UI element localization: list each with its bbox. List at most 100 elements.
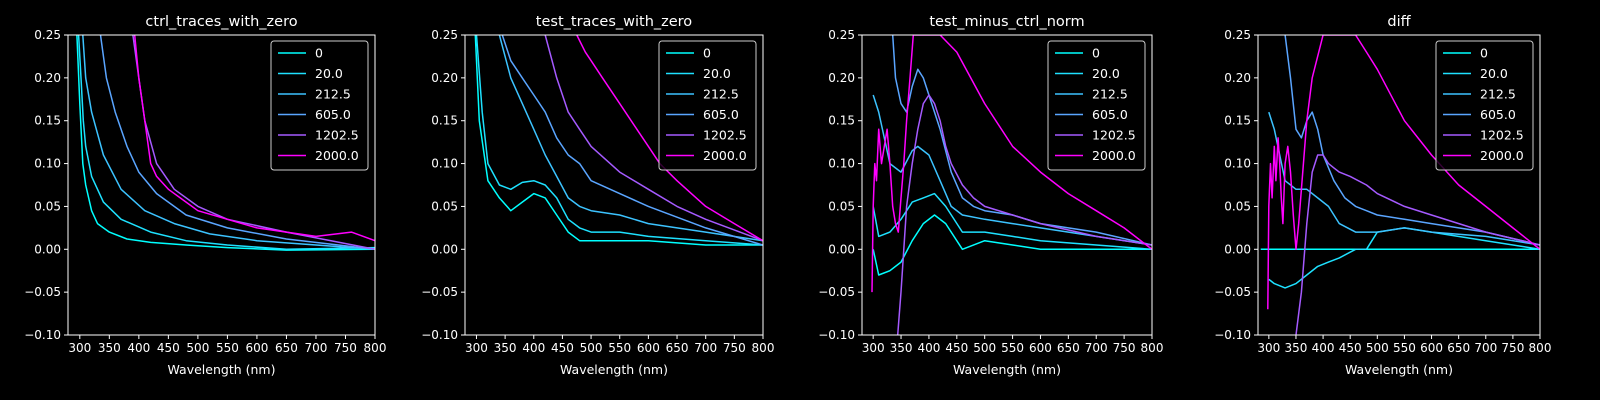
- legend-label: 1202.5: [1092, 128, 1136, 143]
- y-tick-label: 0.15: [431, 114, 458, 128]
- x-tick-label: 650: [275, 341, 298, 355]
- x-tick-label: 550: [216, 341, 239, 355]
- series-line-605.0: [99, 35, 375, 251]
- y-tick-label: 0.00: [1224, 242, 1251, 256]
- legend-label: 605.0: [315, 107, 351, 122]
- x-tick-label: 300: [1257, 341, 1280, 355]
- series-line-212.5: [498, 35, 763, 242]
- y-tick-label: 0.00: [34, 242, 61, 256]
- x-tick-label: 350: [494, 341, 517, 355]
- x-tick-label: 400: [1312, 341, 1335, 355]
- y-tick-label: −0.05: [24, 285, 61, 299]
- legend-label: 212.5: [703, 87, 739, 102]
- legend-label: 20.0: [703, 66, 731, 81]
- x-tick-label: 700: [305, 341, 328, 355]
- legend-label: 212.5: [1092, 87, 1128, 102]
- legend-label: 0: [315, 46, 323, 61]
- chart-title: test_traces_with_zero: [536, 14, 693, 30]
- series-line-1202.5: [544, 35, 763, 242]
- x-tick-label: 800: [1141, 341, 1164, 355]
- series-group: [76, 35, 375, 251]
- x-axis-label: Wavelength (nm): [953, 362, 1061, 377]
- x-tick-label: 400: [522, 341, 545, 355]
- y-tick-label: 0.20: [431, 71, 458, 85]
- x-tick-label: 700: [1085, 341, 1108, 355]
- series-line-212.5: [1268, 111, 1540, 246]
- chart-panel-2: 300 350 400 450 500 550 600 650 700 750 800 −0.10 −0…: [421, 14, 774, 377]
- y-tick-label: 0.25: [431, 28, 458, 42]
- series-line-2000.0: [576, 35, 763, 242]
- legend-label: 1202.5: [315, 128, 359, 143]
- legend-label: 2000.0: [1092, 148, 1136, 163]
- x-tick-label: 800: [364, 341, 387, 355]
- x-tick-label: 550: [1393, 341, 1416, 355]
- y-tick-label: 0.10: [34, 157, 61, 171]
- legend-label: 20.0: [315, 66, 343, 81]
- x-tick-label: 800: [1529, 341, 1552, 355]
- x-tick-label: 400: [917, 341, 940, 355]
- axes-frame: [1257, 34, 1541, 336]
- y-tick-label: 0.20: [34, 71, 61, 85]
- y-tick-label: 0.20: [828, 71, 855, 85]
- chart-title: diff: [1387, 14, 1411, 30]
- y-tick-label: 0.15: [34, 114, 61, 128]
- x-tick-label: 550: [608, 341, 631, 355]
- x-tick-label: 650: [666, 341, 689, 355]
- x-tick-label: 450: [1339, 341, 1362, 355]
- x-tick-label: 450: [945, 341, 968, 355]
- x-tick-label: 600: [1029, 341, 1052, 355]
- x-tick-label: 600: [1420, 341, 1443, 355]
- series-line-0: [76, 35, 375, 251]
- x-tick-label: 500: [1366, 341, 1389, 355]
- x-tick-label: 750: [334, 341, 357, 355]
- y-tick-label: 0.05: [1224, 199, 1251, 213]
- y-tick-label: 0.10: [431, 157, 458, 171]
- x-tick-label: 650: [1447, 341, 1470, 355]
- x-tick-label: 550: [1001, 341, 1024, 355]
- x-tick-label: 600: [637, 341, 660, 355]
- series-line-0: [474, 35, 763, 246]
- series-group: [871, 35, 1152, 335]
- x-tick-label: 300: [68, 341, 91, 355]
- x-tick-label: 500: [186, 341, 209, 355]
- y-tick-label: −0.10: [818, 328, 855, 342]
- chart-title: test_minus_ctrl_norm: [929, 14, 1084, 30]
- y-tick-label: 0.25: [828, 28, 855, 42]
- x-tick-label: 600: [245, 341, 268, 355]
- legend: 0 20.0 212.5 605.0 1202.5 2000.0: [270, 40, 369, 171]
- y-tick-label: 0.05: [431, 199, 458, 213]
- legend-label: 1202.5: [703, 128, 747, 143]
- x-tick-label: 700: [1474, 341, 1497, 355]
- series-line-20.0: [1268, 227, 1540, 289]
- x-tick-label: 350: [890, 341, 913, 355]
- y-tick-label: −0.10: [24, 328, 61, 342]
- legend-label: 1202.5: [1480, 128, 1524, 143]
- legend-label: 605.0: [1480, 107, 1516, 122]
- x-tick-label: 450: [551, 341, 574, 355]
- axes-frame: [464, 34, 764, 336]
- x-tick-label: 650: [1057, 341, 1080, 355]
- x-tick-label: 300: [862, 341, 885, 355]
- axes-frame: [67, 34, 376, 336]
- y-tick-label: 0.10: [828, 157, 855, 171]
- y-tick-label: 0.20: [1224, 71, 1251, 85]
- legend-label: 212.5: [1480, 87, 1516, 102]
- x-tick-label: 700: [694, 341, 717, 355]
- series-group: [1260, 35, 1540, 335]
- series-line-1202.5: [896, 94, 1152, 335]
- chart-panel-4: 300 350 400 450 500 550 600 650 700 750 800 −0.10 −0…: [1214, 14, 1551, 377]
- legend-label: 2000.0: [315, 148, 359, 163]
- y-tick-label: −0.05: [1214, 285, 1251, 299]
- legend-label: 605.0: [1092, 107, 1128, 122]
- legend-label: 0: [703, 46, 711, 61]
- x-tick-label: 750: [723, 341, 746, 355]
- x-tick-label: 450: [157, 341, 180, 355]
- chart-title: ctrl_traces_with_zero: [145, 14, 297, 30]
- x-tick-label: 750: [1501, 341, 1524, 355]
- series-line-20.0: [77, 35, 375, 251]
- legend-label: 0: [1092, 46, 1100, 61]
- y-tick-label: 0.15: [1224, 114, 1251, 128]
- x-tick-label: 800: [752, 341, 775, 355]
- y-tick-label: −0.10: [1214, 328, 1251, 342]
- legend: 0 20.0 212.5 605.0 1202.5 2000.0: [1047, 40, 1146, 171]
